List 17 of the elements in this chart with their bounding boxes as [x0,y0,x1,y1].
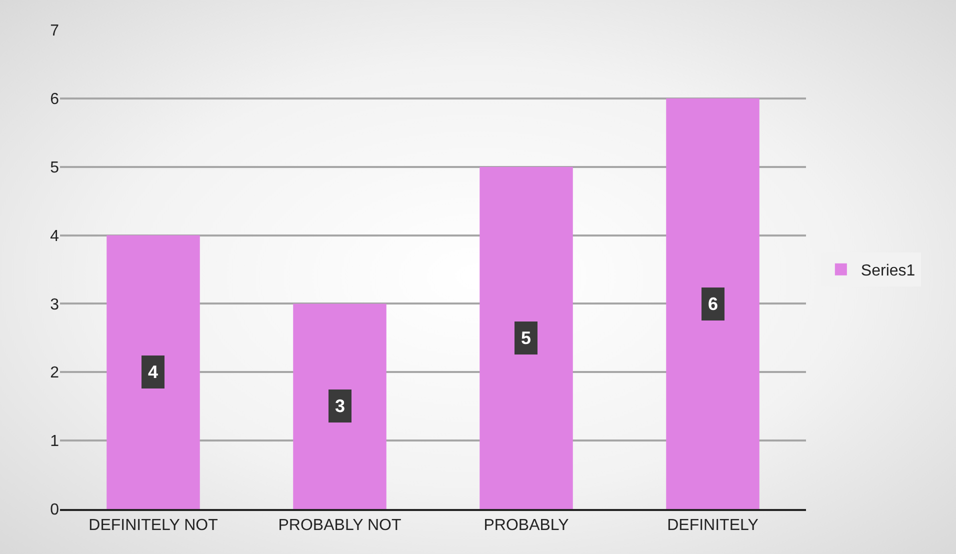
data-label: 6 [708,294,718,314]
data-label: 3 [335,396,346,416]
y-tick-label: 5 [50,159,60,176]
y-tick-label: 1 [50,433,60,450]
x-tick-label: PROBABLY [484,517,570,534]
x-tick-label: PROBABLY NOT [278,517,402,534]
y-tick-label: 7 [50,22,60,40]
data-label: 4 [148,362,158,382]
y-tick-label: 0 [50,502,60,519]
x-tick-label: DEFINITELY [667,517,759,534]
legend-label: Series1 [860,262,916,280]
y-tick-label: 6 [50,91,60,108]
data-label: 5 [521,328,532,348]
y-tick-label: 3 [50,296,60,314]
y-tick-label: 4 [50,228,60,245]
x-tick-label: DEFINITELY NOT [88,517,218,534]
y-tick-label: 2 [50,364,60,382]
